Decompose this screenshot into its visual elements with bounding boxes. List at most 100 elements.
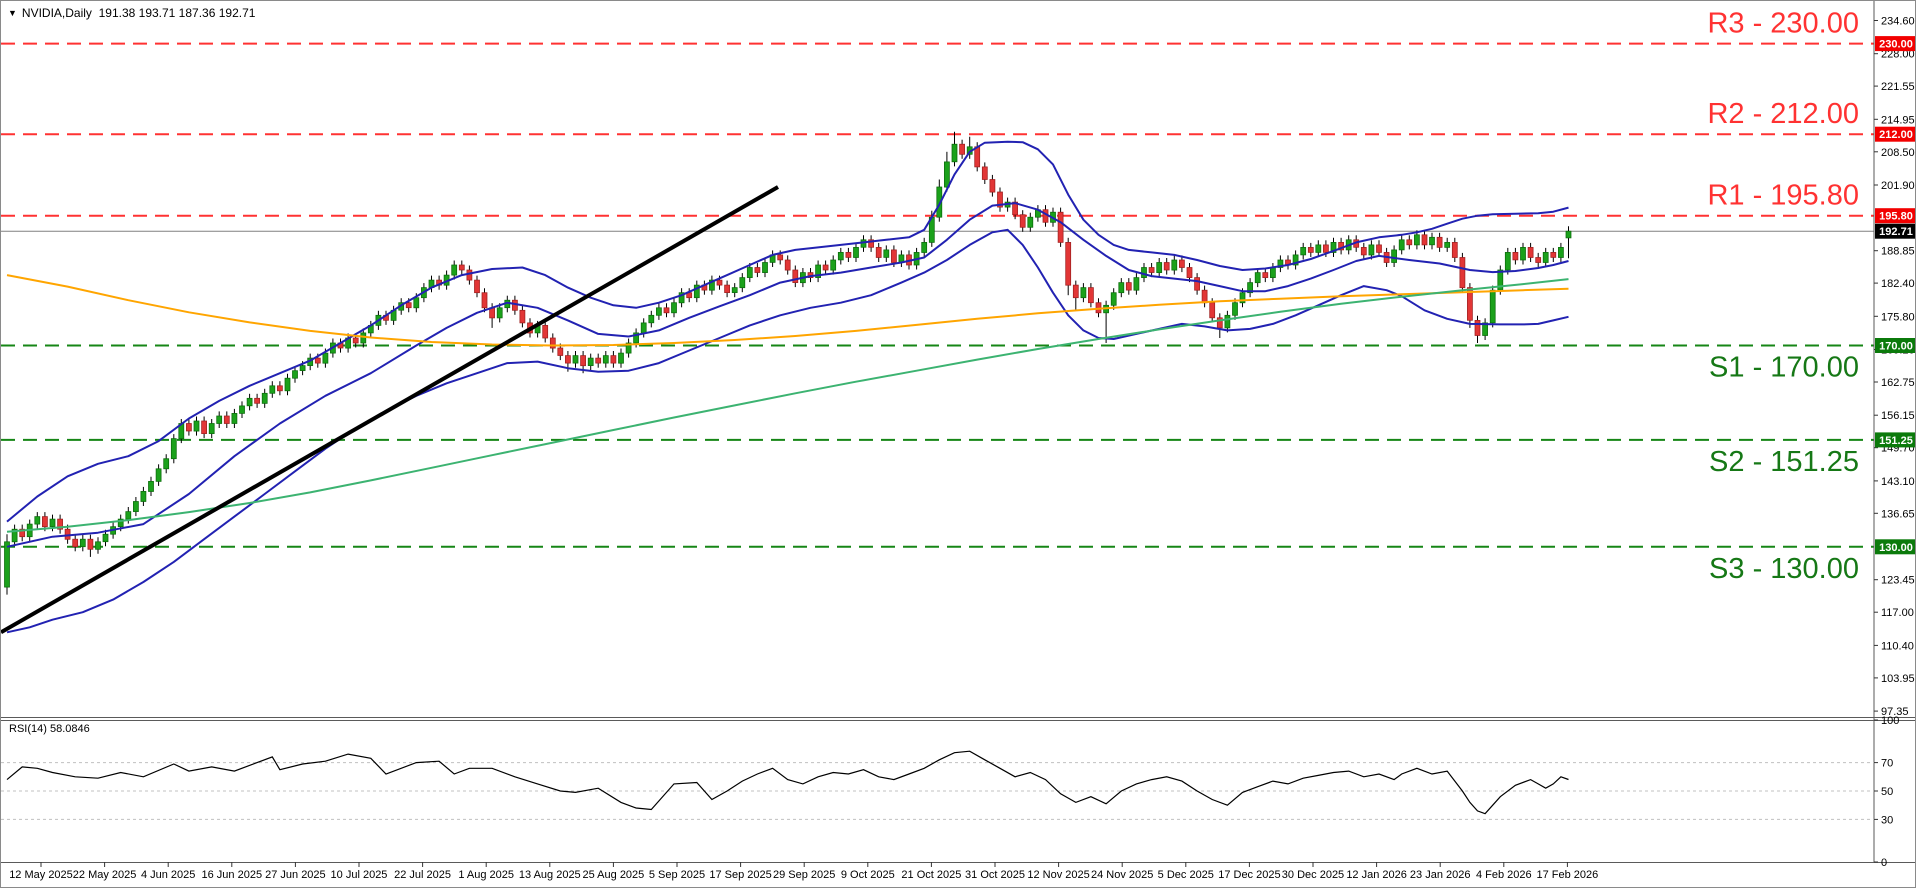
candle-body-down xyxy=(997,191,1003,208)
price-badge-label: 195.80 xyxy=(1879,211,1913,223)
candle-body-down xyxy=(1323,244,1329,253)
candle-body-up xyxy=(678,292,685,304)
date-tick-label: 13 Aug 2025 xyxy=(519,869,581,881)
candle-body-up xyxy=(322,352,329,364)
candle-body-up xyxy=(853,247,859,258)
candle-body-down xyxy=(19,528,26,538)
candle-body-down xyxy=(784,259,791,271)
ohlc-values-label: 191.38 193.71 187.36 192.71 xyxy=(98,6,256,20)
candle-body-down xyxy=(663,307,670,314)
candle-body-down xyxy=(405,302,412,309)
candle-body-down xyxy=(724,284,730,293)
candle-body-up xyxy=(618,352,624,364)
candle-body-down xyxy=(1163,262,1170,271)
candle-body-up xyxy=(148,481,154,492)
candle-body-up xyxy=(117,518,124,527)
price-axis[interactable]: 234.60 228.00 221.55 214.95 208.50 201.90 188.… xyxy=(1873,1,1915,862)
level-label-r3: R3 - 230.00 xyxy=(1707,8,1859,40)
candle-body-down xyxy=(549,337,556,349)
candle-body-up xyxy=(140,491,147,502)
price-badge-label: 170.00 xyxy=(1879,341,1913,353)
candle-body-down xyxy=(1201,289,1208,304)
candle-body-down xyxy=(1535,257,1542,263)
price-badge xyxy=(1875,432,1915,448)
candle-body-up xyxy=(413,297,420,309)
level-label-r1: R1 - 195.80 xyxy=(1707,180,1859,212)
candle-body-down xyxy=(466,269,473,281)
candle-body-up xyxy=(1429,236,1435,246)
candle-body-up xyxy=(1247,282,1253,294)
candle-body-up xyxy=(936,186,943,218)
price-badge xyxy=(1875,223,1915,239)
candle-body-up xyxy=(34,516,41,525)
candle-body-up xyxy=(1270,267,1276,278)
candle-body-down xyxy=(1179,259,1185,268)
chart-surface[interactable] xyxy=(1,1,1874,717)
rsi-line xyxy=(6,750,1569,815)
candle-body-down xyxy=(1360,247,1367,256)
candle-body-down xyxy=(792,269,799,283)
candle-body-up xyxy=(1232,302,1238,316)
candle-body-up xyxy=(1391,249,1397,263)
candle-body-up xyxy=(1080,287,1087,299)
green-sma-line xyxy=(6,278,1569,533)
candle-body-up xyxy=(1330,242,1337,253)
date-tick-label: 12 May 2025 xyxy=(9,869,73,881)
candle-body-up xyxy=(1224,314,1231,329)
candle-body-down xyxy=(1512,252,1519,261)
date-tick-label: 12 Jan 2026 xyxy=(1346,869,1407,881)
candle-body-down xyxy=(981,166,988,180)
rsi-tick-label: 50 xyxy=(1881,786,1893,798)
candle-body-up xyxy=(208,423,215,434)
candle-body-down xyxy=(1125,282,1132,291)
price-badge-label: 212.00 xyxy=(1879,129,1913,141)
price-tick-label: 208.50 xyxy=(1881,147,1915,159)
date-tick-label: 4 Feb 2026 xyxy=(1476,869,1532,881)
candle-body-up xyxy=(883,249,890,258)
candle-body-down xyxy=(1406,239,1413,246)
price-tick-label: 156.15 xyxy=(1881,410,1915,422)
candle-body-up xyxy=(709,279,715,291)
candle-body-down xyxy=(201,420,207,434)
level-label-s2: S2 - 151.25 xyxy=(1709,446,1859,478)
bullish-trendline[interactable] xyxy=(1,185,779,635)
candle-body-up xyxy=(193,420,200,432)
candle-body-up xyxy=(216,415,223,424)
candle-body-down xyxy=(1550,252,1557,258)
candle-body-up xyxy=(269,385,276,394)
candle-body-down xyxy=(1072,284,1079,299)
candle-body-up xyxy=(921,242,928,253)
date-tick-label: 17 Sep 2025 xyxy=(709,869,771,881)
price-tick-label: 234.60 xyxy=(1881,16,1915,28)
bollinger-lower-band xyxy=(6,228,1569,634)
date-tick-label: 31 Oct 2025 xyxy=(965,869,1025,881)
candle-body-up xyxy=(731,287,738,293)
candle-body-down xyxy=(314,357,321,364)
candle-body-down xyxy=(1042,209,1049,223)
candle-body-up xyxy=(951,143,958,163)
date-tick-label: 27 Jun 2025 xyxy=(265,869,326,881)
candle-body-up xyxy=(1156,262,1163,273)
date-tick-label: 25 Aug 2025 xyxy=(583,869,645,881)
candle-body-down xyxy=(1421,234,1428,246)
rsi-tick-label: 100 xyxy=(1881,715,1899,727)
candle-body-up xyxy=(633,332,639,344)
date-tick-label: 5 Dec 2025 xyxy=(1158,869,1214,881)
sr-level-labels: R3 - 230.00 R2 - 212.00 R1 - 195.80 S1 - 17… xyxy=(1707,8,1859,585)
candle-body-up xyxy=(1565,230,1572,239)
candle-body-up xyxy=(125,511,132,520)
collapse-triangle-icon[interactable]: ▼ xyxy=(8,8,17,18)
candle-body-up xyxy=(79,538,86,548)
candle-body-up xyxy=(671,302,677,314)
date-axis[interactable]: 12 May 2025 22 May 2025 4 Jun 2025 16 Jun 2… xyxy=(9,862,1598,881)
date-tick-label: 17 Dec 2025 xyxy=(1218,869,1280,881)
date-tick-label: 17 Feb 2026 xyxy=(1537,869,1599,881)
candle-body-up xyxy=(239,405,245,414)
candle-body-up xyxy=(1520,247,1526,261)
candle-body-up xyxy=(246,397,253,407)
candle-body-up xyxy=(261,392,268,404)
candle-body-up xyxy=(360,332,367,344)
price-tick-label: 117.00 xyxy=(1881,607,1914,619)
candle-body-down xyxy=(868,239,874,248)
